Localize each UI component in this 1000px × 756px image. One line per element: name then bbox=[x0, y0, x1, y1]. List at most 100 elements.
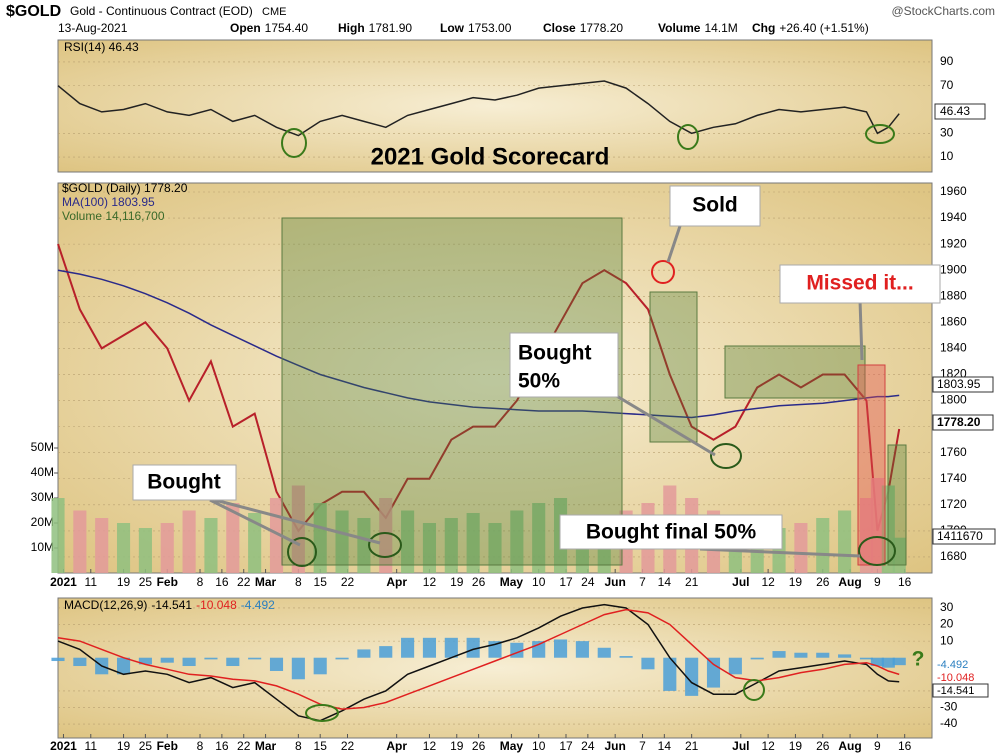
hist-box: -4.492 bbox=[937, 659, 968, 671]
x-tick-label: 25 bbox=[139, 739, 153, 753]
y-tick-label: 30 bbox=[940, 125, 954, 139]
quote-value: 1778.20 bbox=[580, 21, 624, 35]
annotation-shapes bbox=[209, 124, 907, 722]
bar bbox=[401, 510, 415, 573]
bar bbox=[116, 523, 131, 573]
x-tick-label: 26 bbox=[816, 739, 830, 753]
x-tick-label: 9 bbox=[874, 739, 881, 753]
bar bbox=[422, 637, 437, 658]
bar bbox=[160, 523, 174, 573]
bar bbox=[553, 639, 568, 658]
value-box bbox=[932, 376, 994, 393]
signal-value: -10.048 bbox=[196, 598, 237, 612]
x-tick-label: 9 bbox=[874, 575, 881, 589]
x-tick-label: 2021 bbox=[50, 739, 77, 753]
bar bbox=[794, 523, 808, 573]
y2-tick-label: 20M bbox=[31, 515, 54, 529]
x-tick-label: 24 bbox=[581, 739, 595, 753]
quote: Volume 14.1M bbox=[658, 21, 738, 35]
x-tick-label: 22 bbox=[237, 739, 251, 753]
x-tick-label: 15 bbox=[314, 739, 328, 753]
y-tick-label: -30 bbox=[940, 700, 958, 714]
x-tick-label: May bbox=[500, 575, 524, 589]
quote-value: 1781.90 bbox=[369, 21, 413, 35]
x-tick-label: Aug bbox=[838, 739, 861, 753]
x-tick-label: 16 bbox=[215, 739, 229, 753]
rsi-value: 46.43 bbox=[940, 104, 970, 118]
bar bbox=[291, 657, 305, 680]
bar bbox=[313, 657, 327, 675]
quote: Open 1754.40 bbox=[230, 21, 308, 35]
x-tick-label: 8 bbox=[197, 739, 204, 753]
quote: High 1781.90 bbox=[338, 21, 412, 35]
x-tick-label: 17 bbox=[559, 739, 573, 753]
bar bbox=[838, 510, 852, 573]
volume-value: 1411670 bbox=[937, 529, 983, 543]
x-tick-label: 10 bbox=[532, 575, 546, 589]
bar bbox=[291, 485, 305, 573]
x-tick-label: 19 bbox=[450, 739, 464, 753]
bar bbox=[160, 657, 174, 663]
x-tick-label: 19 bbox=[789, 739, 803, 753]
x-tick-label: 2021 bbox=[50, 575, 77, 589]
close-value: 1778.20 bbox=[937, 415, 981, 429]
x-tick-label: May bbox=[500, 739, 524, 753]
bar bbox=[401, 637, 415, 658]
x-tick-label: Apr bbox=[386, 575, 407, 589]
x-tick-label: Apr bbox=[386, 739, 407, 753]
bar bbox=[444, 637, 458, 658]
bought-50b: 50% bbox=[518, 370, 560, 393]
bar bbox=[488, 523, 502, 573]
bar bbox=[379, 646, 393, 658]
y-tick-label: 1860 bbox=[940, 315, 967, 329]
value-box bbox=[932, 414, 994, 431]
x-tick-label: 19 bbox=[450, 575, 464, 589]
rsi-legend: RSI(14) 46.43 bbox=[64, 40, 139, 54]
bar bbox=[226, 657, 240, 667]
quote-label: Close bbox=[543, 21, 576, 35]
bar bbox=[248, 657, 262, 660]
x-tick-label: 12 bbox=[423, 739, 437, 753]
quote-label: High bbox=[338, 21, 365, 35]
x-tick-label: 25 bbox=[139, 575, 153, 589]
exchange: CME bbox=[262, 6, 286, 18]
bar bbox=[685, 657, 699, 696]
bar bbox=[881, 657, 895, 668]
bar bbox=[859, 498, 874, 573]
y2-tick-label: 10M bbox=[31, 540, 54, 554]
x-tick-label: 24 bbox=[581, 575, 595, 589]
x-tick-label: 21 bbox=[685, 739, 699, 753]
y-tick-label: 1940 bbox=[940, 210, 967, 224]
x-tick-label: 12 bbox=[761, 739, 775, 753]
bar bbox=[728, 657, 742, 675]
bar bbox=[870, 478, 884, 573]
x-tick-label: 21 bbox=[685, 575, 699, 589]
quote-value: 1753.00 bbox=[468, 21, 512, 35]
bar bbox=[663, 657, 677, 691]
macd-panel bbox=[57, 597, 933, 739]
question: ? bbox=[912, 648, 925, 671]
quote-label: Chg bbox=[752, 21, 775, 35]
bar bbox=[138, 528, 152, 573]
y-tick-label: 1720 bbox=[940, 497, 967, 511]
x-tick-label: 16 bbox=[898, 739, 912, 753]
quote: Close 1778.20 bbox=[543, 21, 623, 35]
line bbox=[57, 80, 900, 137]
bar bbox=[379, 498, 393, 573]
x-tick-label: 22 bbox=[341, 575, 355, 589]
bar bbox=[51, 657, 65, 662]
bar bbox=[597, 647, 611, 658]
bar bbox=[204, 657, 218, 660]
quote: Low 1753.00 bbox=[440, 21, 512, 35]
x-tick-label: 10 bbox=[532, 739, 546, 753]
x-tick-label: Feb bbox=[157, 575, 178, 589]
bar bbox=[510, 510, 524, 573]
ma-legend: MA(100) 1803.95 bbox=[62, 195, 155, 209]
bar bbox=[357, 649, 371, 658]
y-tick-label: 1740 bbox=[940, 471, 967, 485]
x-tick-label: 19 bbox=[789, 575, 803, 589]
macd-box: -14.541 bbox=[937, 685, 974, 697]
bar bbox=[750, 657, 764, 660]
bar bbox=[838, 654, 852, 658]
